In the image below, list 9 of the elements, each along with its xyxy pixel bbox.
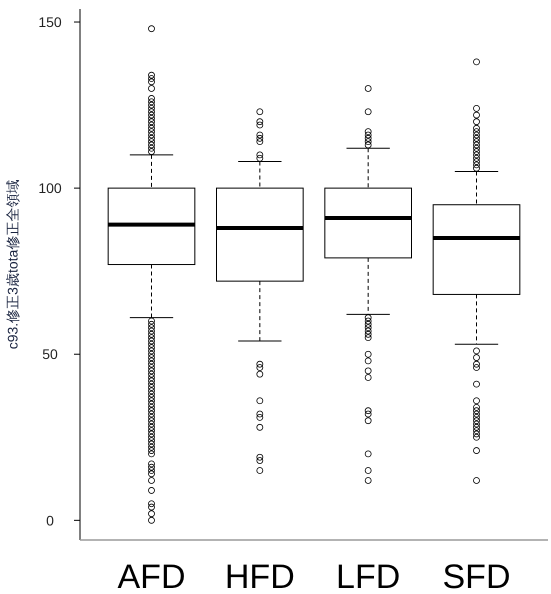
y-tick-label: 50 [42, 346, 58, 362]
y-tick-label: 150 [38, 14, 62, 30]
x-tick-label: LFD [336, 558, 400, 594]
x-tick-label: SFD [442, 558, 510, 594]
y-axis-title: c93.修正3歳tota修正全領域 [4, 180, 21, 350]
x-tick-label: AFD [118, 558, 186, 594]
y-tick-label: 100 [38, 180, 62, 196]
x-tick-label: HFD [224, 558, 295, 594]
y-tick-label: 0 [46, 512, 54, 528]
